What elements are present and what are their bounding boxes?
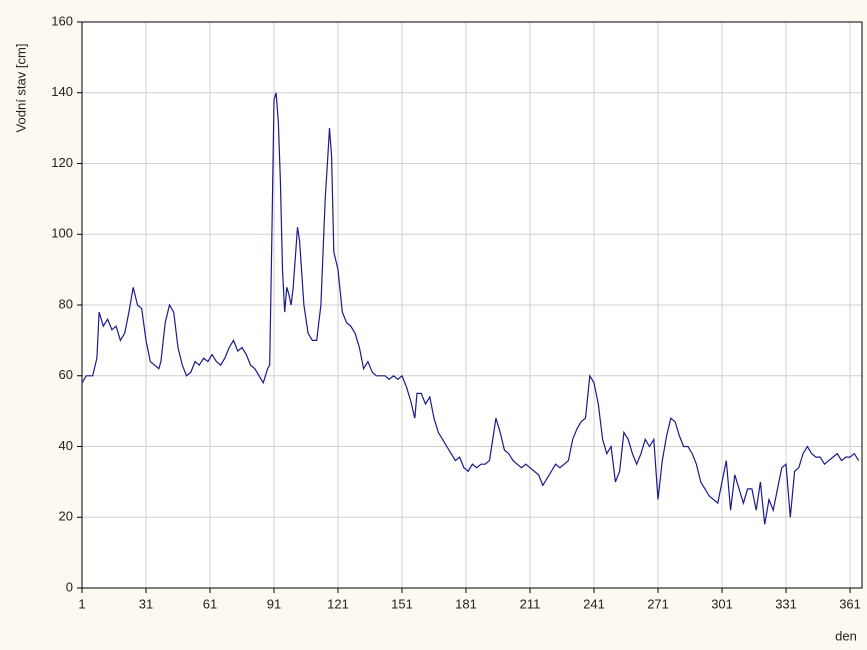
x-tick-label: 121 bbox=[327, 596, 349, 611]
y-tick-label: 140 bbox=[51, 84, 73, 99]
x-tick-label: 331 bbox=[775, 596, 797, 611]
x-tick-label: 241 bbox=[583, 596, 605, 611]
y-tick-label: 20 bbox=[59, 509, 73, 524]
x-tick-label: 151 bbox=[391, 596, 413, 611]
x-tick-label: 211 bbox=[520, 596, 541, 611]
x-tick-label: 1 bbox=[78, 596, 85, 611]
x-tick-label: 61 bbox=[203, 596, 217, 611]
plot-border bbox=[81, 21, 863, 589]
x-tick-label: 31 bbox=[139, 596, 153, 611]
x-tick-label: 181 bbox=[455, 596, 477, 611]
y-tick-label: 100 bbox=[51, 226, 73, 241]
x-axis-label: den bbox=[835, 628, 857, 643]
y-tick-label: 60 bbox=[59, 367, 73, 382]
x-tick-label: 361 bbox=[839, 596, 861, 611]
y-axis-label: Vodní stav [cm] bbox=[13, 44, 28, 133]
x-tick-label: 301 bbox=[711, 596, 733, 611]
x-tick-label: 91 bbox=[267, 596, 281, 611]
y-tick-label: 80 bbox=[59, 296, 73, 311]
y-tick-label: 0 bbox=[66, 579, 73, 594]
data-line bbox=[81, 92, 860, 525]
y-tick-label: 120 bbox=[51, 155, 73, 170]
y-tick-label: 160 bbox=[51, 13, 73, 28]
x-tick-label: 271 bbox=[647, 596, 669, 611]
y-tick-label: 40 bbox=[59, 438, 73, 453]
